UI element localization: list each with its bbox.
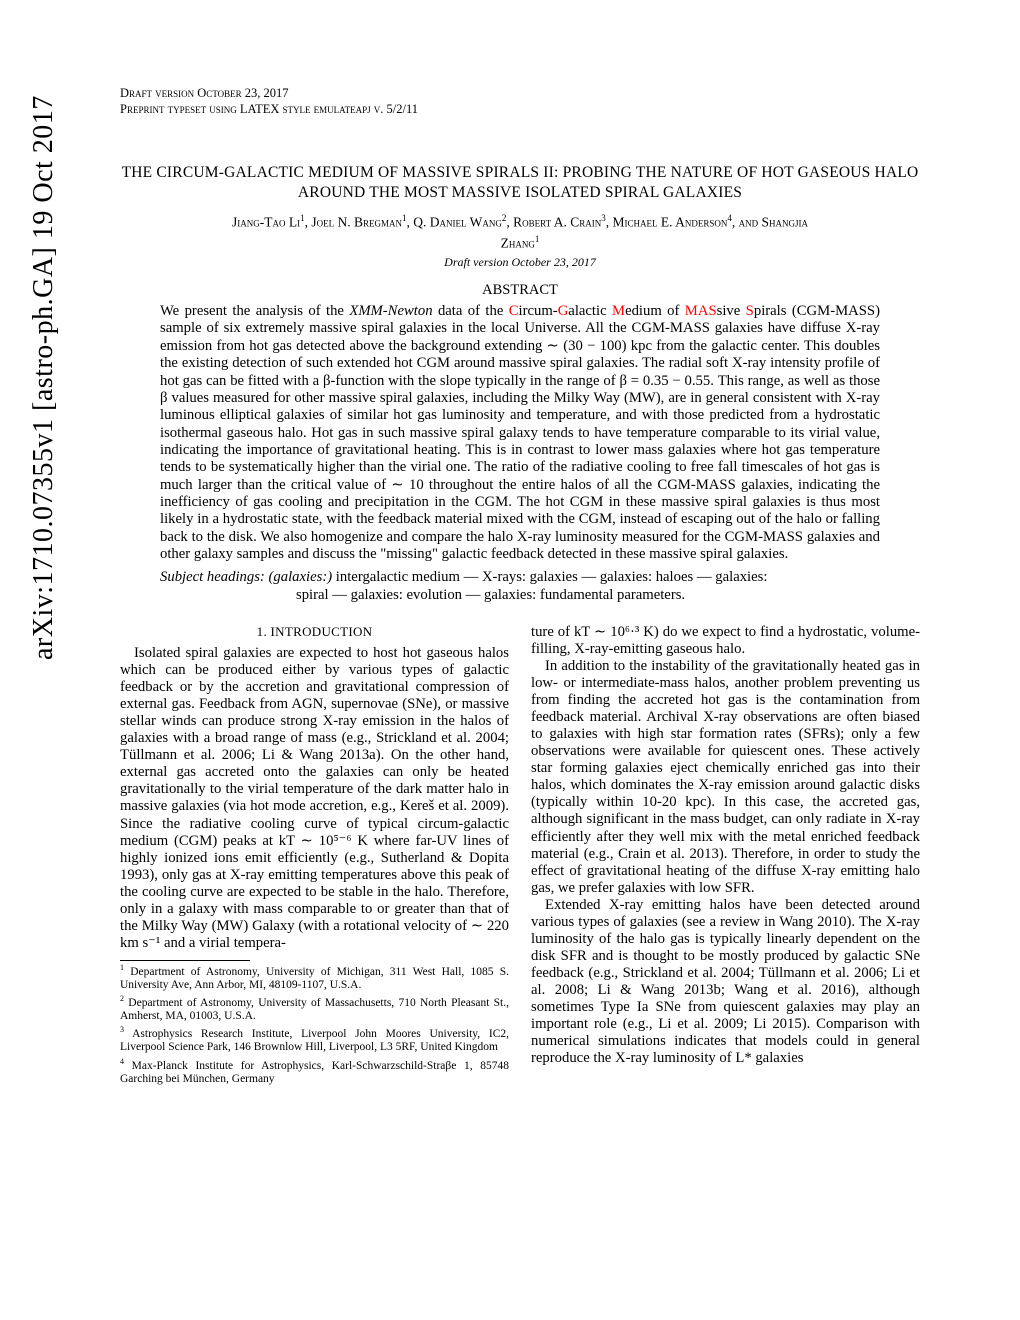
draft-version-center: Draft version October 23, 2017 [120,255,920,270]
abstract-span: data of the [433,303,509,319]
preprint-style: Preprint typeset using LATEX style emula… [120,101,920,117]
title-block: THE CIRCUM-GALACTIC MEDIUM OF MASSIVE SP… [120,163,920,300]
acronym-letter: M [612,303,625,319]
paragraph: In addition to the instability of the gr… [531,658,920,897]
subject-text-line2: spiral — galaxies: evolution — galaxies:… [296,587,880,604]
author-list: Jiang-Tao Li1, Joel N. Bregman1, Q. Dani… [120,212,920,253]
draft-version: Draft version October 23, 2017 [120,85,920,101]
subject-text: intergalactic medium — X-rays: galaxies … [332,569,767,585]
footnote: 4 Max-Planck Institute for Astrophysics,… [120,1057,509,1086]
paragraph: ture of kT ∼ 10⁶·³ K) do we expect to fi… [531,624,920,658]
abstract-span: ircum- [519,303,558,319]
acronym-letter: C [509,303,519,319]
footnote: 1 Department of Astronomy, University of… [120,963,509,992]
abstract-heading: ABSTRACT [120,282,920,299]
arxiv-identifier: arXiv:1710.07355v1 [astro-ph.GA] 19 Oct … [28,95,60,660]
page-content: Draft version October 23, 2017 Preprint … [120,85,920,1086]
abstract-text: We present the analysis of the XMM-Newto… [160,303,880,563]
footnote-text: Department of Astronomy, University of M… [120,966,509,991]
two-column-body: 1. INTRODUCTION Isolated spiral galaxies… [120,624,920,1086]
subject-headings: Subject headings: (galaxies:) intergalac… [160,569,880,604]
footnote-text: Department of Astronomy, University of M… [120,997,509,1022]
preprint-header: Draft version October 23, 2017 Preprint … [120,85,920,118]
paragraph: Isolated spiral galaxies are expected to… [120,645,509,952]
abstract-span: edium of [625,303,685,319]
footnote: 2 Department of Astronomy, University of… [120,994,509,1023]
footnote-rule [120,960,250,961]
abstract-span: We present the analysis of the [160,303,349,319]
acronym-letter: MAS [685,303,717,319]
acronym-letter: S [746,303,754,319]
acronym-letter: G [558,303,569,319]
footnote-text: Max-Planck Institute for Astrophysics, K… [120,1060,509,1085]
left-column: 1. INTRODUCTION Isolated spiral galaxies… [120,624,509,1086]
abstract-body: pirals (CGM-MASS) sample of six extremel… [160,303,880,562]
subject-label: Subject headings: (galaxies:) [160,569,332,585]
right-column: ture of kT ∼ 10⁶·³ K) do we expect to fi… [531,624,920,1086]
paragraph: Extended X-ray emitting halos have been … [531,897,920,1067]
footnote-text: Astrophysics Research Institute, Liverpo… [120,1028,509,1053]
paper-title: THE CIRCUM-GALACTIC MEDIUM OF MASSIVE SP… [120,163,920,205]
section-heading: 1. INTRODUCTION [120,624,509,639]
footnote: 3 Astrophysics Research Institute, Liver… [120,1025,509,1054]
abstract-span: alactic [568,303,612,319]
abstract-italic: XMM-Newton [349,303,432,319]
abstract-span: sive [717,303,746,319]
